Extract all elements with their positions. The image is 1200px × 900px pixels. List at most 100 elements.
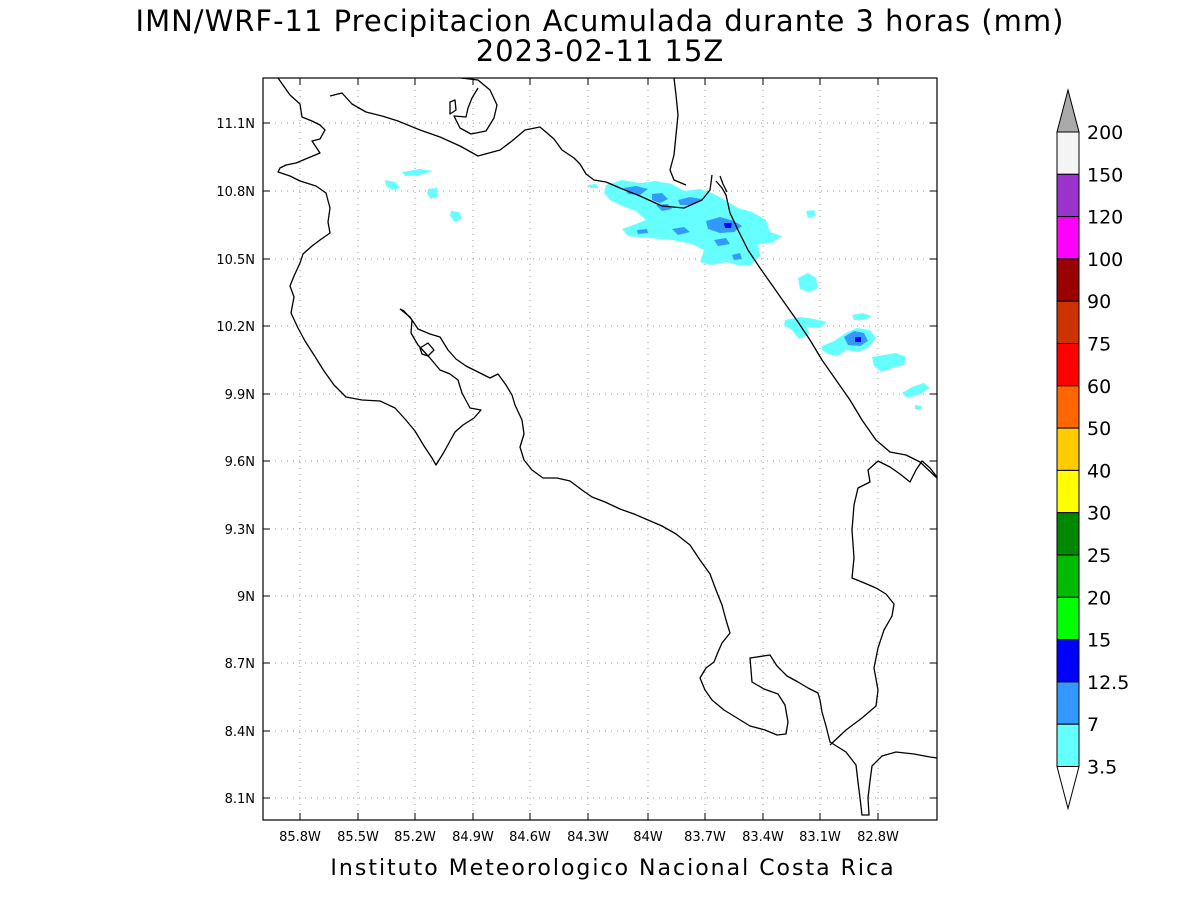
rain-area	[450, 211, 462, 222]
rain-area	[604, 180, 782, 266]
legend-swatch	[1056, 258, 1080, 302]
lat-label: 8.4N	[225, 725, 255, 740]
precipitation-areas	[385, 169, 930, 410]
legend-label: 7	[1087, 714, 1099, 736]
lat-label: 9N	[237, 590, 255, 605]
rain-area	[732, 253, 742, 260]
island	[449, 99, 457, 115]
color-legend: 200 150 120 100 90 75 60 50 40 30 25 20 15 12.5 7 3.5	[1056, 88, 1129, 811]
legend-swatch	[1056, 131, 1080, 175]
legend-label: 3.5	[1087, 757, 1117, 779]
legend-swatch	[1056, 554, 1080, 598]
rain-area	[724, 223, 732, 228]
legend-swatch	[1056, 639, 1080, 683]
lat-label: 10.2N	[216, 320, 255, 335]
coastlines	[277, 78, 937, 816]
legend-label: 100	[1087, 249, 1123, 271]
legend-label: 25	[1087, 545, 1111, 567]
legend-arrow-top	[1056, 88, 1080, 133]
map-title: IMN/WRF-11 Precipitacion Acumulada duran…	[135, 4, 1065, 38]
legend-label: 200	[1087, 122, 1123, 144]
caribbean-coast	[715, 180, 937, 479]
lat-label: 11.1N	[216, 117, 255, 132]
rain-area	[806, 210, 816, 218]
lat-label: 9.3N	[225, 523, 255, 538]
legend-label: 60	[1087, 376, 1111, 398]
rain-area	[652, 193, 668, 203]
lon-label: 82.8W	[857, 830, 899, 845]
legend-swatch	[1056, 427, 1080, 471]
lat-label: 9.9N	[225, 388, 255, 403]
lon-label: 83.1W	[799, 830, 841, 845]
lat-label: 8.1N	[225, 792, 255, 807]
lat-label: 9.6N	[225, 455, 255, 470]
legend-swatch	[1056, 596, 1080, 641]
panama-border	[829, 460, 937, 746]
legend-label: 150	[1087, 164, 1123, 186]
rain-area	[714, 238, 730, 246]
graticule	[263, 78, 937, 820]
legend-swatch	[1056, 300, 1080, 345]
legend-swatch	[1056, 469, 1080, 514]
rain-area	[672, 227, 690, 235]
map-frame	[262, 77, 938, 821]
rain-medium-areas	[624, 186, 868, 346]
lon-label: 84W	[633, 830, 663, 845]
legend-label: 75	[1087, 334, 1111, 356]
legend-label: 120	[1087, 207, 1123, 229]
rain-area	[784, 317, 827, 339]
rain-area	[915, 405, 922, 410]
lat-label: 10.8N	[216, 185, 255, 200]
lon-label: 84.6W	[509, 830, 551, 845]
coast-segment	[669, 78, 687, 186]
lon-label: 85.2W	[394, 830, 436, 845]
legend-label: 12.5	[1087, 672, 1129, 694]
legend-swatch	[1056, 512, 1080, 556]
legend-arrow-bottom	[1056, 766, 1080, 811]
legend-label: 50	[1087, 418, 1111, 440]
rain-area	[624, 186, 648, 195]
coast-segment	[719, 175, 728, 193]
legend-swatch	[1056, 216, 1080, 260]
nicaragua-caribbean-border	[329, 92, 713, 209]
lon-label: 84.9W	[452, 830, 494, 845]
rain-area	[798, 273, 818, 292]
rain-area	[588, 184, 599, 188]
longitude-axis: 85.8W 85.5W 85.2W 84.9W 84.6W 84.3W 84W 83.7W 83…	[279, 78, 899, 845]
lat-label: 10.5N	[216, 253, 255, 268]
rain-area	[852, 313, 872, 320]
island	[419, 342, 435, 357]
lon-label: 85.8W	[279, 830, 321, 845]
map-credit: Instituto Meteorologico Nacional Costa R…	[330, 856, 896, 881]
lon-label: 84.3W	[567, 830, 609, 845]
rain-light-areas	[385, 169, 930, 410]
san-juan-lagoon	[453, 78, 498, 135]
rain-area	[872, 353, 906, 372]
nicoya-coast	[399, 308, 937, 816]
rain-area	[902, 383, 930, 398]
rain-area	[855, 337, 861, 342]
rain-heavy-areas	[724, 223, 861, 342]
legend-label: 30	[1087, 503, 1111, 525]
rain-area	[427, 188, 438, 199]
nicaragua-border	[277, 78, 482, 466]
map-subtitle: 2023-02-11 15Z	[475, 34, 725, 68]
rain-area	[637, 229, 648, 234]
legend-swatch	[1056, 385, 1080, 429]
rain-area	[385, 180, 400, 190]
lon-label: 85.5W	[337, 830, 379, 845]
legend-swatch	[1056, 681, 1080, 725]
lat-label: 8.7N	[225, 657, 255, 672]
legend-label: 40	[1087, 460, 1111, 482]
rain-area	[706, 217, 742, 233]
latitude-axis: 11.1N 10.8N 10.5N 10.2N 9.9N 9.6N 9.3N 9N 8.7N 8.…	[216, 117, 937, 807]
legend-swatch	[1056, 343, 1080, 387]
lon-label: 83.4W	[742, 830, 784, 845]
legend-label: 15	[1087, 630, 1111, 652]
legend-swatch	[1056, 723, 1080, 768]
legend-label: 90	[1087, 291, 1111, 313]
rain-area	[678, 197, 702, 205]
lon-label: 83.7W	[684, 830, 726, 845]
legend-label: 20	[1087, 587, 1111, 609]
